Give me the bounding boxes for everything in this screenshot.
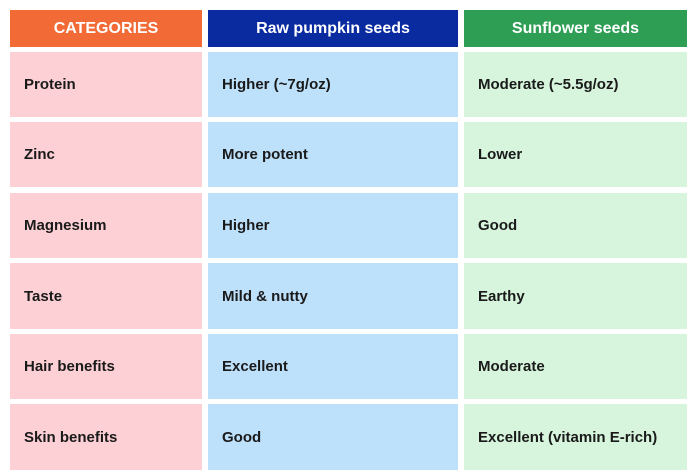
row-magnesium-pumpkin: Higher	[208, 193, 458, 258]
row-zinc-category: Zinc	[10, 122, 202, 187]
row-skin-benefits-sunflower: Excellent (vitamin E-rich)	[464, 404, 687, 470]
header-sunflower-seeds: Sunflower seeds	[464, 10, 687, 47]
row-hair-benefits-sunflower: Moderate	[464, 334, 687, 399]
header-pumpkin-seeds: Raw pumpkin seeds	[208, 10, 458, 47]
row-magnesium-sunflower: Good	[464, 193, 687, 258]
row-taste-category: Taste	[10, 263, 202, 329]
header-categories: CATEGORIES	[10, 10, 202, 47]
row-protein-sunflower: Moderate (~5.5g/oz)	[464, 52, 687, 117]
row-taste-sunflower: Earthy	[464, 263, 687, 329]
row-skin-benefits-category: Skin benefits	[10, 404, 202, 470]
row-magnesium-category: Magnesium	[10, 193, 202, 258]
row-taste-pumpkin: Mild & nutty	[208, 263, 458, 329]
row-protein-category: Protein	[10, 52, 202, 117]
row-protein-pumpkin: Higher (~7g/oz)	[208, 52, 458, 117]
row-zinc-sunflower: Lower	[464, 122, 687, 187]
row-zinc-pumpkin: More potent	[208, 122, 458, 187]
row-skin-benefits-pumpkin: Good	[208, 404, 458, 470]
row-hair-benefits-pumpkin: Excellent	[208, 334, 458, 399]
row-hair-benefits-category: Hair benefits	[10, 334, 202, 399]
